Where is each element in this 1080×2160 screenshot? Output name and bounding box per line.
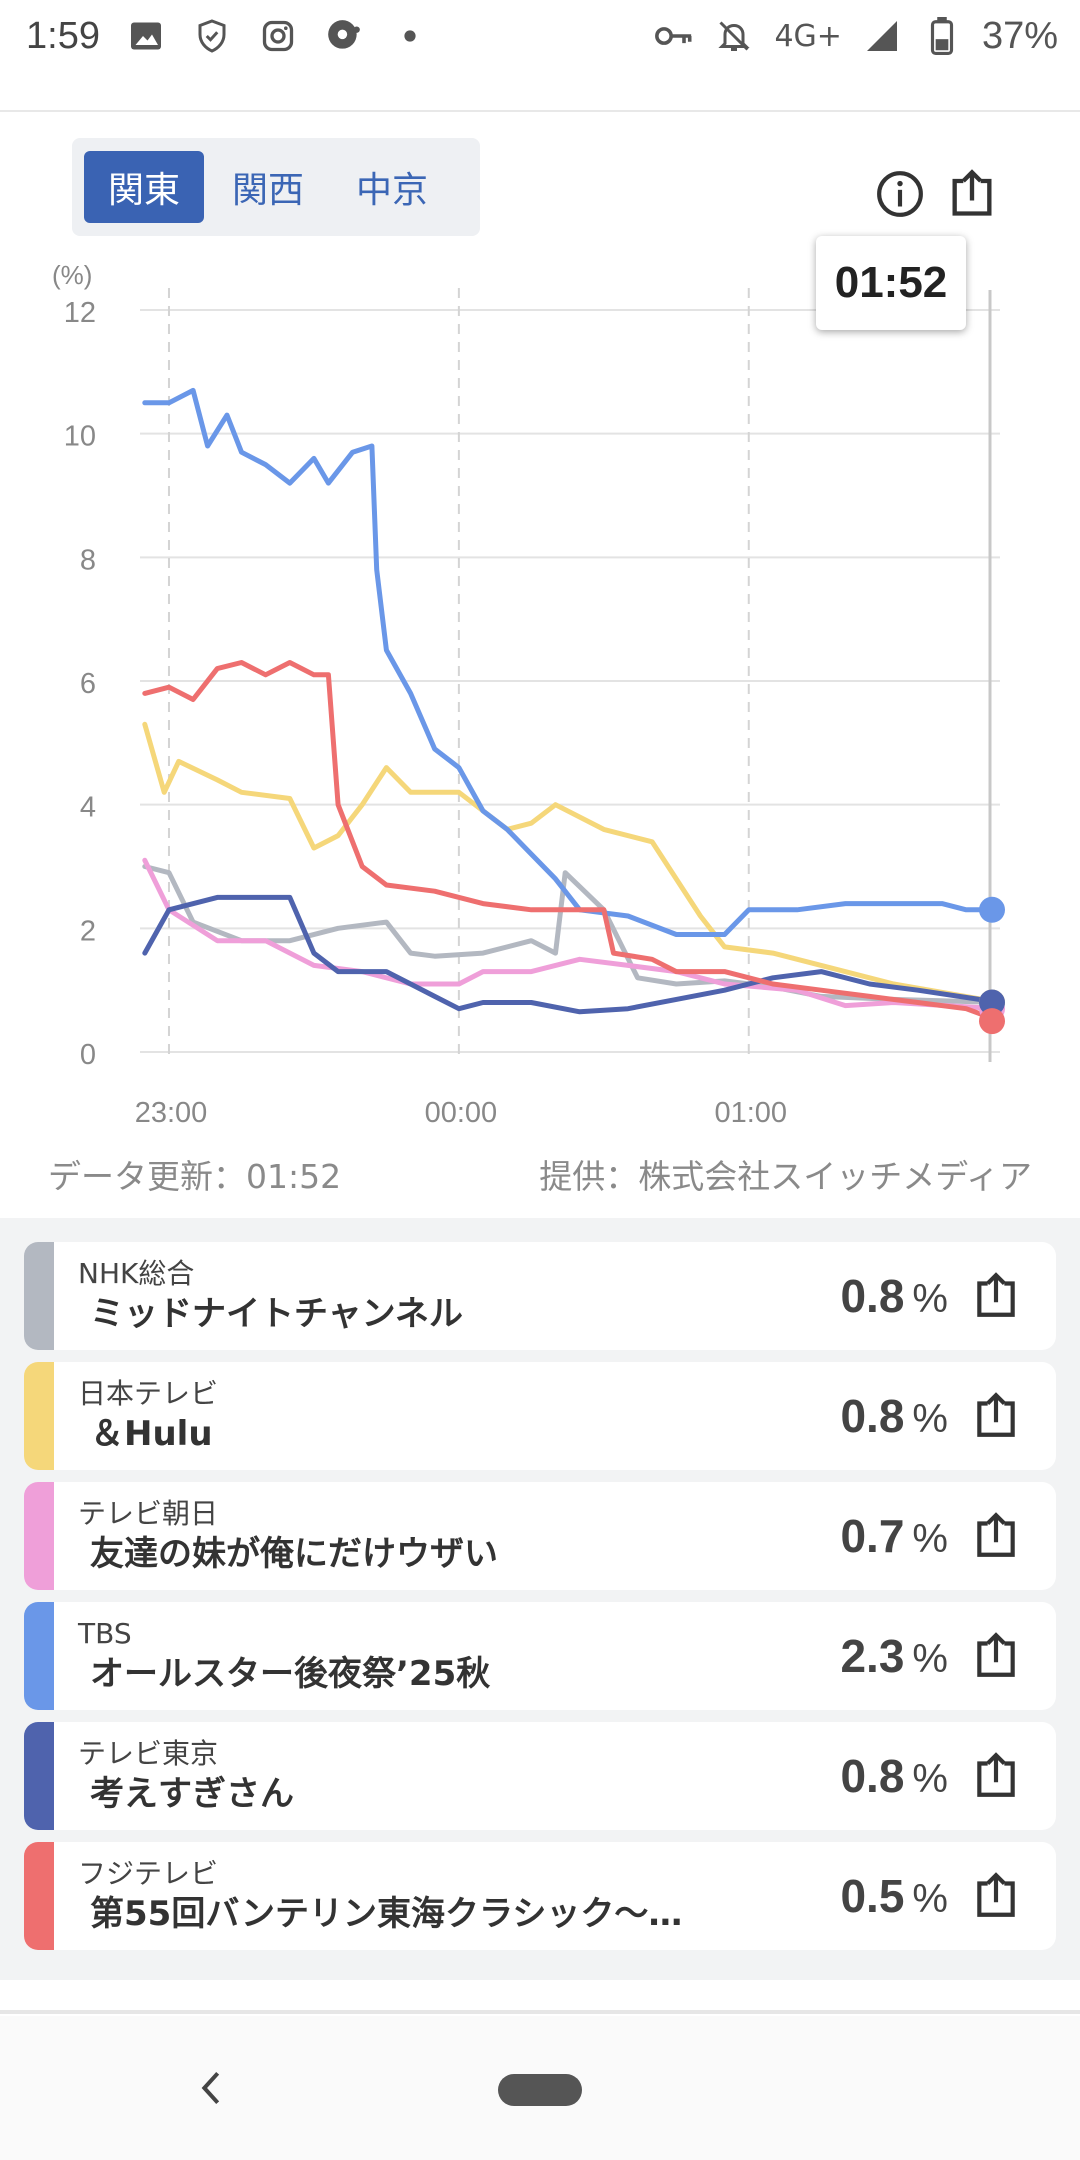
program-title: 友達の妹が俺にだけウザい <box>90 1534 498 1574</box>
x-tick-label: 01:00 <box>714 1097 787 1129</box>
channel-card-fuji[interactable]: フジテレビ 第55回バンテリン東海クラシック～… 0.5% <box>24 1842 1056 1950</box>
tab-kanto[interactable]: 関東 <box>84 151 204 223</box>
share-icon[interactable] <box>968 1748 1024 1804</box>
rating-value: 0.8% <box>840 1390 948 1442</box>
rating-value: 0.8% <box>840 1270 948 1322</box>
series-line <box>142 721 1003 1005</box>
home-pill[interactable] <box>498 2074 582 2106</box>
channel-name: NHK総合 <box>78 1257 195 1290</box>
channel-color-bar <box>24 1602 54 1710</box>
share-icon-glyph <box>977 1872 1015 1917</box>
share-icon[interactable] <box>968 1628 1024 1684</box>
series-line <box>142 857 1003 1012</box>
rating-value: 0.7% <box>840 1510 948 1562</box>
y-tick-label: 8 <box>80 544 96 576</box>
series-line <box>142 387 1003 937</box>
y-tick-label: 12 <box>64 297 96 329</box>
channel-name: テレビ東京 <box>78 1737 219 1770</box>
rating-value: 0.5% <box>840 1870 948 1922</box>
channel-card-ntv[interactable]: 日本テレビ ＆Hulu 0.8% <box>24 1362 1056 1470</box>
program-title: 考えすぎさん <box>90 1774 294 1814</box>
dot-icon <box>390 16 430 56</box>
channel-color-bar <box>24 1842 54 1950</box>
info-button[interactable] <box>872 166 928 222</box>
battery-icon <box>922 16 962 56</box>
channel-name: フジテレビ <box>78 1857 219 1890</box>
share-icon-glyph <box>977 1392 1015 1437</box>
tab-kansai[interactable]: 関西 <box>231 170 304 211</box>
share-icon[interactable] <box>968 1508 1024 1564</box>
channel-card-nhk[interactable]: NHK総合 ミッドナイトチャンネル 0.8% <box>24 1242 1056 1350</box>
tab-chukyo[interactable]: 中京 <box>355 170 428 211</box>
image-icon <box>126 16 166 56</box>
bell-off-icon <box>714 16 754 56</box>
share-icon[interactable] <box>968 1268 1024 1324</box>
series-end-marker <box>979 1008 1005 1035</box>
status-bar: 1:59 4G+ 37% <box>0 0 1080 72</box>
y-tick-label: 6 <box>80 668 96 700</box>
program-title: 第55回バンテリン東海クラシック～… <box>90 1894 683 1934</box>
series-end-marker <box>979 989 1005 1016</box>
signal-icon <box>862 16 902 56</box>
share-button[interactable] <box>944 166 1000 222</box>
y-unit-label: (%) <box>52 260 92 290</box>
y-tick-label: 0 <box>80 1039 96 1071</box>
battery-percent: 37% <box>981 14 1058 57</box>
series-line <box>142 894 1003 1015</box>
y-tick-label: 10 <box>64 421 96 453</box>
share-icon-glyph <box>977 1272 1015 1317</box>
share-icon[interactable] <box>968 1868 1024 1924</box>
info-icon <box>877 171 923 217</box>
podcast-icon <box>324 16 364 56</box>
chevron-left-icon <box>201 2071 220 2105</box>
program-title: ミッドナイトチャンネル <box>90 1294 463 1334</box>
share-icon[interactable] <box>968 1388 1024 1444</box>
shield-icon <box>192 16 232 56</box>
divider <box>0 110 1080 112</box>
channel-card-tvtokyo[interactable]: テレビ東京 考えすぎさん 0.8% <box>24 1722 1056 1830</box>
program-title: ＆Hulu <box>90 1414 213 1454</box>
series-line <box>142 660 1003 1024</box>
program-title: オールスター後夜祭’25秋 <box>90 1654 491 1694</box>
chart-series <box>142 387 1003 1024</box>
key-icon <box>654 16 694 56</box>
time-tooltip: 01:52 <box>816 236 966 330</box>
chart-meta: データ更新：01:52 提供：株式会社スイッチメディア <box>48 1150 1032 1198</box>
y-tick-label: 2 <box>80 915 96 947</box>
rating-value: 2.3% <box>840 1630 948 1682</box>
chart-grid <box>140 288 1000 1062</box>
channel-color-bar <box>24 1242 54 1350</box>
channel-color-bar <box>24 1362 54 1470</box>
ratings-line-chart[interactable]: 0 2 4 6 8 10 12 (%) 23:00 00:00 01:00 <box>0 240 1080 1140</box>
channel-card-tbs[interactable]: TBS オールスター後夜祭’25秋 2.3% <box>24 1602 1056 1710</box>
channel-card-tvasahi[interactable]: テレビ朝日 友達の妹が俺にだけウザい 0.7% <box>24 1482 1056 1590</box>
channel-color-bar <box>24 1722 54 1830</box>
channel-list: NHK総合 ミッドナイトチャンネル 0.8% 日本テレビ ＆Hulu 0.8% … <box>0 1218 1080 1980</box>
back-button[interactable] <box>186 2060 236 2116</box>
x-tick-label: 23:00 <box>135 1097 208 1129</box>
share-icon <box>952 169 992 216</box>
clock: 1:59 <box>26 14 100 57</box>
share-icon-glyph <box>977 1512 1015 1557</box>
update-time: データ更新：01:52 <box>48 1157 342 1196</box>
y-tick-label: 4 <box>80 792 96 824</box>
channel-name: テレビ朝日 <box>78 1497 219 1530</box>
x-tick-label: 00:00 <box>425 1097 498 1129</box>
channel-color-bar <box>24 1482 54 1590</box>
chart-ticks: 0 2 4 6 8 10 12 (%) 23:00 00:00 01:00 <box>52 260 787 1129</box>
channel-name: TBS <box>78 1617 132 1650</box>
data-provider: 提供：株式会社スイッチメディア <box>539 1157 1032 1196</box>
region-tabs: 関東 関西 中京 <box>72 138 480 236</box>
series-end-marker <box>979 896 1005 923</box>
channel-name: 日本テレビ <box>78 1377 219 1410</box>
network-type: 4G+ <box>774 18 842 54</box>
divider <box>0 2010 1080 2014</box>
chart-end-markers <box>979 896 1005 1035</box>
rating-value: 0.8% <box>840 1750 948 1802</box>
instagram-icon <box>258 16 298 56</box>
nav-bar <box>0 2016 1080 2160</box>
share-icon-glyph <box>977 1752 1015 1797</box>
share-icon-glyph <box>977 1632 1015 1677</box>
